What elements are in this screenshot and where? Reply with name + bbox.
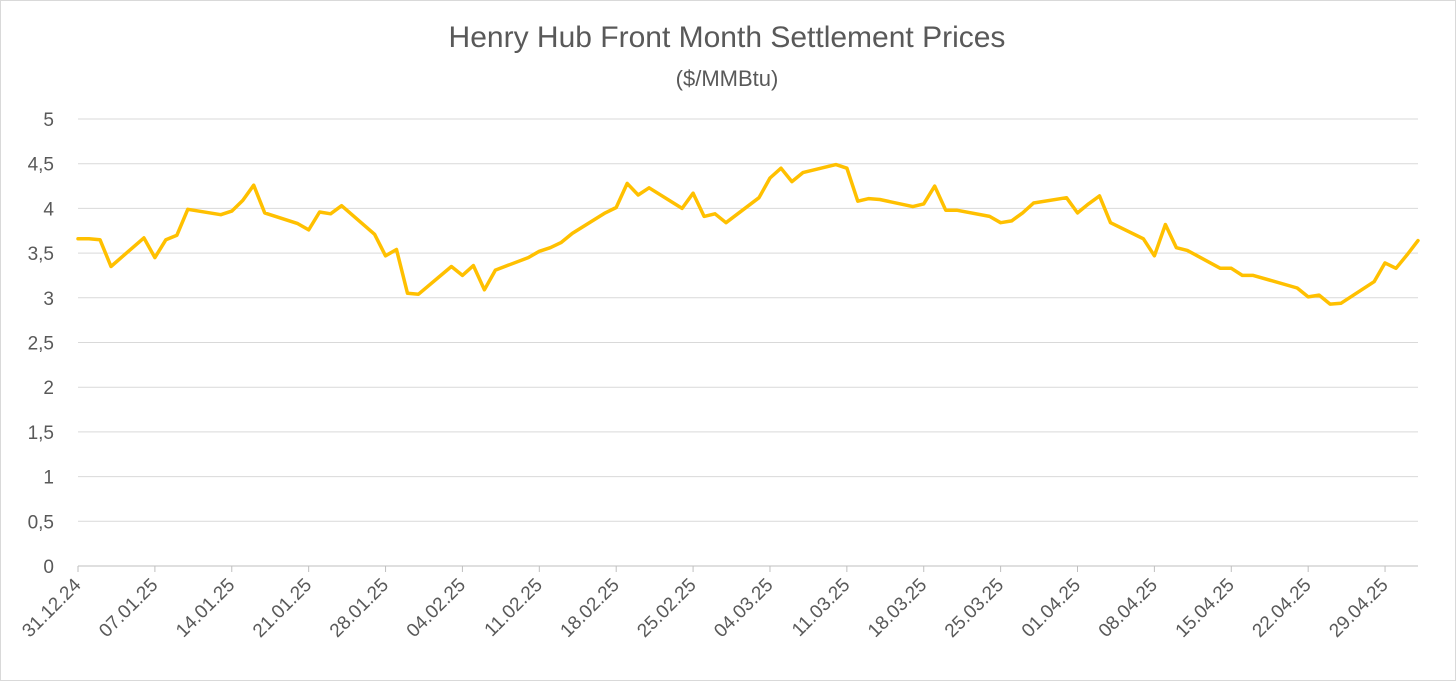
chart-title: Henry Hub Front Month Settlement Prices xyxy=(449,21,1006,54)
x-tick-label: 11.03.25 xyxy=(788,575,854,641)
x-tick-label: 25.02.25 xyxy=(633,575,700,642)
x-tick-label: 29.04.25 xyxy=(1325,575,1392,642)
x-tick-label: 08.04.25 xyxy=(1095,575,1162,642)
x-tick-label: 31.12.24 xyxy=(18,574,85,641)
x-axis: 31.12.24 07.01.25 14.01.25 21.01.25 28.01.25… xyxy=(18,565,1418,642)
x-tick-label: 04.03.25 xyxy=(710,575,777,642)
y-tick-label: 3,5 xyxy=(28,244,54,265)
y-tick-label: 1,5 xyxy=(28,423,54,444)
y-tick-label: 0,5 xyxy=(28,512,54,533)
x-tick-label: 25.03.25 xyxy=(941,575,1008,642)
y-tick-label: 1 xyxy=(43,468,54,489)
y-tick-label: 2 xyxy=(43,378,54,399)
x-tick-label: 15.04.25 xyxy=(1172,575,1239,642)
chart-subtitle: ($/MMBtu) xyxy=(676,66,779,91)
y-tick-label: 2,5 xyxy=(28,334,54,355)
y-tick-label: 5 xyxy=(43,110,54,131)
x-tick-label: 28.01.25 xyxy=(326,575,393,642)
x-tick-label: 21.01.25 xyxy=(249,575,316,642)
x-tick-label: 18.02.25 xyxy=(557,575,624,642)
y-tick-label: 4 xyxy=(43,199,54,220)
x-tick-label: 07.01.25 xyxy=(95,575,162,642)
series-layer xyxy=(76,162,1420,306)
x-tick-label: 14.01.25 xyxy=(172,575,239,642)
x-tick-label: 01.04.25 xyxy=(1018,575,1085,642)
price-series-line xyxy=(76,162,1420,306)
y-axis-tick-labels: 0 0,5 1 1,5 2 2,5 3 3,5 4 4,5 5 xyxy=(28,110,55,578)
x-tick-label: 18.03.25 xyxy=(864,575,931,642)
x-tick-label: 22.04.25 xyxy=(1249,575,1316,642)
y-tick-label: 3 xyxy=(43,289,54,310)
y-tick-label: 0 xyxy=(43,557,54,578)
gridlines xyxy=(78,118,1418,522)
y-tick-label: 4,5 xyxy=(28,155,54,176)
x-tick-label: 11.02.25 xyxy=(481,575,547,641)
x-tick-label: 04.02.25 xyxy=(403,575,470,642)
